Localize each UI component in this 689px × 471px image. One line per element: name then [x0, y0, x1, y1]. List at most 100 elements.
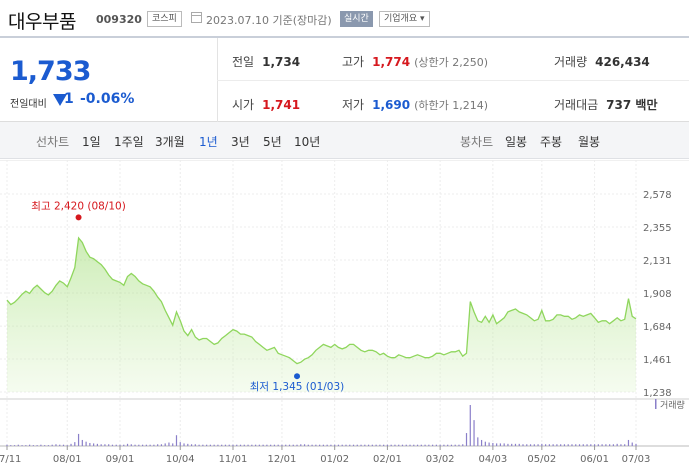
volume-bar — [134, 444, 136, 446]
volume-bar — [25, 445, 27, 446]
volume-bar — [115, 444, 117, 446]
line-chart-label: 선차트 — [36, 135, 70, 149]
volume-bar — [337, 444, 340, 446]
volume-bar — [439, 444, 441, 446]
high-value: 1,774 — [372, 55, 411, 69]
volume-bar — [59, 444, 61, 446]
volume-bar — [541, 443, 543, 446]
x-tick-label: 06/01 — [580, 454, 609, 465]
low-label: 저가 — [342, 98, 365, 112]
volume-bar — [548, 444, 550, 446]
tab-monthly[interactable]: 월봉 — [578, 135, 601, 149]
volume-bar — [6, 444, 8, 446]
volume-bar — [477, 437, 479, 446]
tab-3m[interactable]: 3개월 — [155, 135, 185, 149]
volume-bar — [206, 444, 208, 446]
volume-bar — [424, 444, 426, 446]
tab-10y[interactable]: 10년 — [294, 135, 321, 149]
volume-bar — [32, 445, 34, 446]
volume-bar — [480, 439, 483, 446]
volume-bar — [213, 444, 215, 446]
volume-bar — [371, 444, 373, 446]
prev-close-cell: 전일 1,734 — [232, 53, 300, 70]
tab-5y[interactable]: 5년 — [263, 135, 282, 149]
volume-bar — [364, 444, 366, 446]
volume-bar — [360, 444, 362, 446]
volume-bar — [458, 444, 460, 446]
tab-1d[interactable]: 1일 — [82, 135, 101, 149]
low-cell: 저가 1,690 (하한가 1,214) — [342, 96, 488, 113]
volume-bar — [394, 444, 396, 446]
volume-bar — [401, 444, 404, 446]
volume-bar — [545, 444, 547, 446]
volume-bar — [258, 444, 260, 446]
amount-cell: 거래대금 737 백만 — [554, 96, 657, 113]
tab-1y[interactable]: 1년 — [199, 135, 218, 149]
volume-bar — [44, 445, 46, 446]
volume-cell: 거래량 426,434 — [554, 53, 650, 70]
volume-bar — [47, 445, 50, 446]
volume-bar — [575, 444, 577, 446]
volume-bar — [432, 444, 434, 446]
volume-bar — [590, 444, 592, 446]
x-tick-label: 07/11 — [0, 454, 21, 465]
volume-bar — [190, 444, 193, 446]
volume-bar — [281, 444, 283, 446]
price-area-fill — [7, 238, 636, 392]
divider — [217, 80, 689, 81]
quote-panel: 1,733 전일대비 1 -0.06% 전일 1,734 고가 1,774 (상한가 … — [0, 38, 689, 122]
volume-bar — [529, 444, 532, 446]
volume-bar — [605, 444, 607, 446]
volume-bar — [262, 444, 264, 446]
prev-close-value: 1,734 — [262, 55, 301, 69]
volume-bar — [285, 444, 287, 446]
tab-3y[interactable]: 3년 — [231, 135, 250, 149]
volume-bar — [499, 443, 502, 446]
volume-bar — [315, 444, 317, 446]
volume-bar — [119, 444, 121, 446]
volume-bar — [586, 444, 588, 446]
volume-bar — [21, 445, 23, 446]
volume-bar — [409, 444, 411, 446]
volume-bar — [187, 443, 189, 446]
low-annotation: 최저 1,345 (01/03) — [250, 381, 345, 393]
volume-bar — [221, 444, 223, 446]
tab-weekly[interactable]: 주봉 — [540, 135, 563, 149]
tab-1w[interactable]: 1주일 — [114, 135, 144, 149]
volume-bar — [96, 443, 98, 446]
volume-bar — [239, 444, 242, 446]
extreme-markers: 최고 2,420 (08/10) 최저 1,345 (01/03) — [31, 200, 344, 393]
volume-bar — [228, 444, 230, 446]
volume-bar — [416, 444, 419, 446]
volume-bar — [51, 444, 53, 446]
volume-bar — [55, 444, 57, 446]
volume-bar — [556, 444, 558, 446]
realtime-button[interactable]: 실시간 — [340, 11, 373, 27]
volume-bar — [311, 444, 313, 446]
volume-bar — [243, 444, 245, 446]
volume-bar — [175, 435, 178, 446]
volume-bar — [62, 444, 65, 446]
company-info-dropdown[interactable]: 기업개요 ▾ — [379, 11, 430, 27]
y-tick-label: 1,238 — [643, 388, 672, 399]
volume-bar — [567, 444, 569, 446]
chart-tabs: 선차트 1일 1주일 3개월 1년 3년 5년 10년 봉차트 일봉 주봉 월봉 — [0, 122, 689, 159]
open-label: 시가 — [232, 98, 255, 112]
volume-bar — [526, 444, 528, 446]
volume-bar — [326, 444, 328, 446]
volume-bar — [593, 444, 596, 446]
low-value: 1,690 — [372, 98, 411, 112]
tab-daily[interactable]: 일봉 — [505, 135, 528, 149]
volume-bar — [168, 442, 170, 446]
volume-bar — [616, 443, 618, 446]
y-tick-label: 1,684 — [643, 322, 672, 333]
change-value: 1 — [64, 91, 74, 107]
volume-bar — [296, 444, 298, 446]
volume-bar — [552, 444, 554, 446]
volume-bar — [383, 444, 385, 446]
volume-bar — [492, 442, 494, 446]
volume-bar — [209, 444, 211, 446]
volume-bar — [563, 444, 566, 446]
volume-bar — [627, 439, 630, 446]
y-axis: 2,578 2,355 2,131 1,908 1,684 1,461 1,238 — [643, 190, 672, 399]
